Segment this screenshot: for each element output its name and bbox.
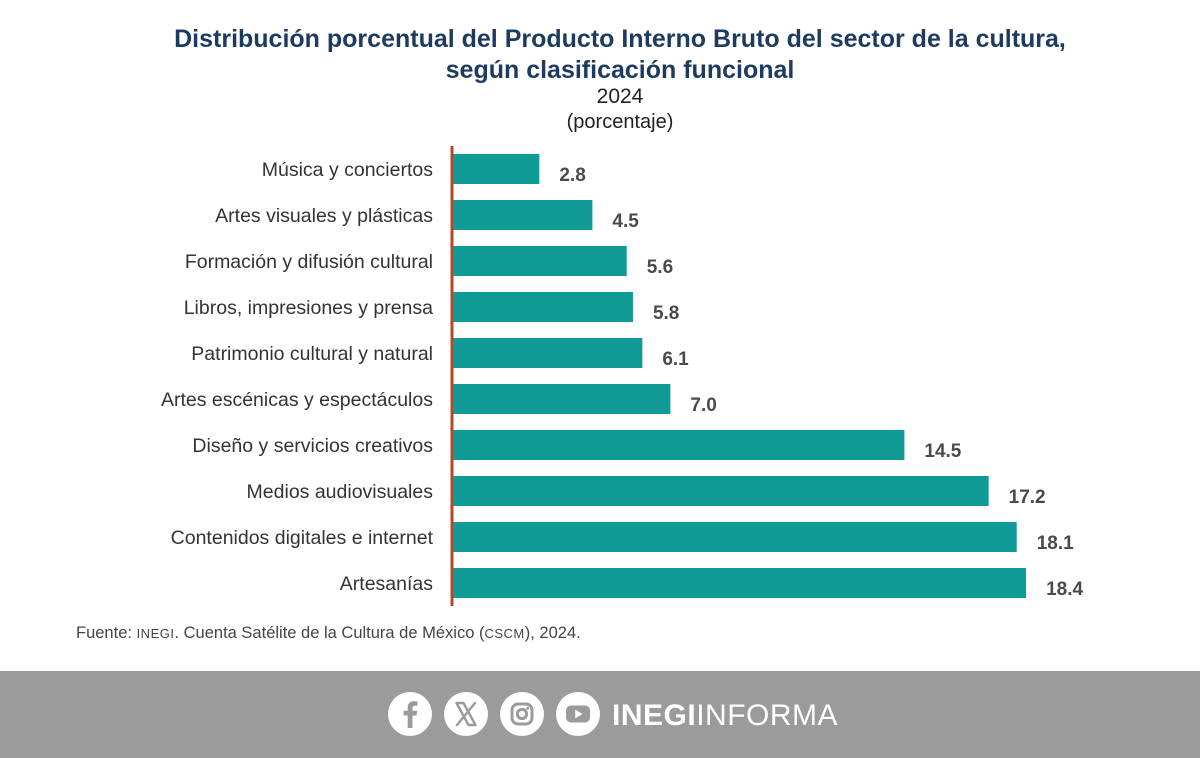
category-label: Contenidos digitales e internet bbox=[171, 527, 434, 549]
bar-5 bbox=[452, 384, 671, 414]
value-label: 5.6 bbox=[647, 257, 673, 278]
chart-title-line2: según clasificación funcional bbox=[445, 56, 795, 84]
bar-2 bbox=[452, 246, 627, 276]
bar-1 bbox=[452, 200, 593, 230]
brand-bold: INEGI bbox=[612, 699, 697, 732]
x-icon[interactable] bbox=[444, 692, 488, 736]
chart-year: 2024 bbox=[596, 85, 644, 108]
bar-6 bbox=[452, 430, 905, 460]
youtube-icon[interactable] bbox=[556, 692, 600, 736]
bar-7 bbox=[452, 476, 989, 506]
chart-unit: (porcentaje) bbox=[566, 111, 674, 133]
chart-title-line1: Distribución porcentual del Producto Int… bbox=[174, 25, 1066, 53]
source-text-end: ), 2024. bbox=[524, 624, 581, 642]
bar-8 bbox=[452, 522, 1017, 552]
instagram-icon[interactable] bbox=[500, 692, 544, 736]
value-label: 2.8 bbox=[559, 165, 585, 186]
brand-light: INFORMA bbox=[696, 699, 839, 732]
value-label: 18.4 bbox=[1046, 579, 1083, 600]
source-acronym: CSCM bbox=[484, 626, 525, 641]
value-label: 7.0 bbox=[690, 395, 716, 416]
bar-0 bbox=[452, 154, 540, 184]
category-label: Formación y difusión cultural bbox=[185, 251, 433, 273]
value-label: 6.1 bbox=[662, 349, 689, 370]
source-note: Fuente: INEGI. Cuenta Satélite de la Cul… bbox=[76, 624, 581, 643]
bar-chart: Música y conciertos 2.8 Artes visuales y p… bbox=[161, 146, 1083, 606]
category-label: Artesanías bbox=[340, 573, 433, 595]
value-label: 17.2 bbox=[1009, 487, 1046, 508]
category-label: Artes visuales y plásticas bbox=[215, 205, 433, 227]
value-label: 18.1 bbox=[1037, 533, 1074, 554]
facebook-icon[interactable] bbox=[388, 692, 432, 736]
bar-4 bbox=[452, 338, 643, 368]
source-org: INEGI bbox=[136, 626, 175, 641]
category-label: Medios audiovisuales bbox=[247, 481, 434, 503]
category-label: Libros, impresiones y prensa bbox=[184, 297, 433, 319]
value-label: 5.8 bbox=[653, 303, 679, 324]
category-label: Música y conciertos bbox=[262, 159, 433, 181]
source-prefix: Fuente: bbox=[76, 624, 132, 642]
bar-3 bbox=[452, 292, 633, 322]
footer-bar: INEGIINFORMA bbox=[0, 671, 1200, 758]
category-label: Diseño y servicios creativos bbox=[192, 435, 433, 457]
value-label: 14.5 bbox=[924, 441, 961, 462]
chart-title: Distribución porcentual del Producto Int… bbox=[0, 24, 1200, 86]
brand-logo: INEGIINFORMA bbox=[612, 699, 838, 733]
source-text-mid: . Cuenta Satélite de la Cultura de Méxic… bbox=[174, 624, 485, 642]
bar-9 bbox=[452, 568, 1027, 598]
value-label: 4.5 bbox=[612, 211, 639, 232]
category-label: Artes escénicas y espectáculos bbox=[161, 389, 433, 411]
category-label: Patrimonio cultural y natural bbox=[191, 343, 433, 365]
